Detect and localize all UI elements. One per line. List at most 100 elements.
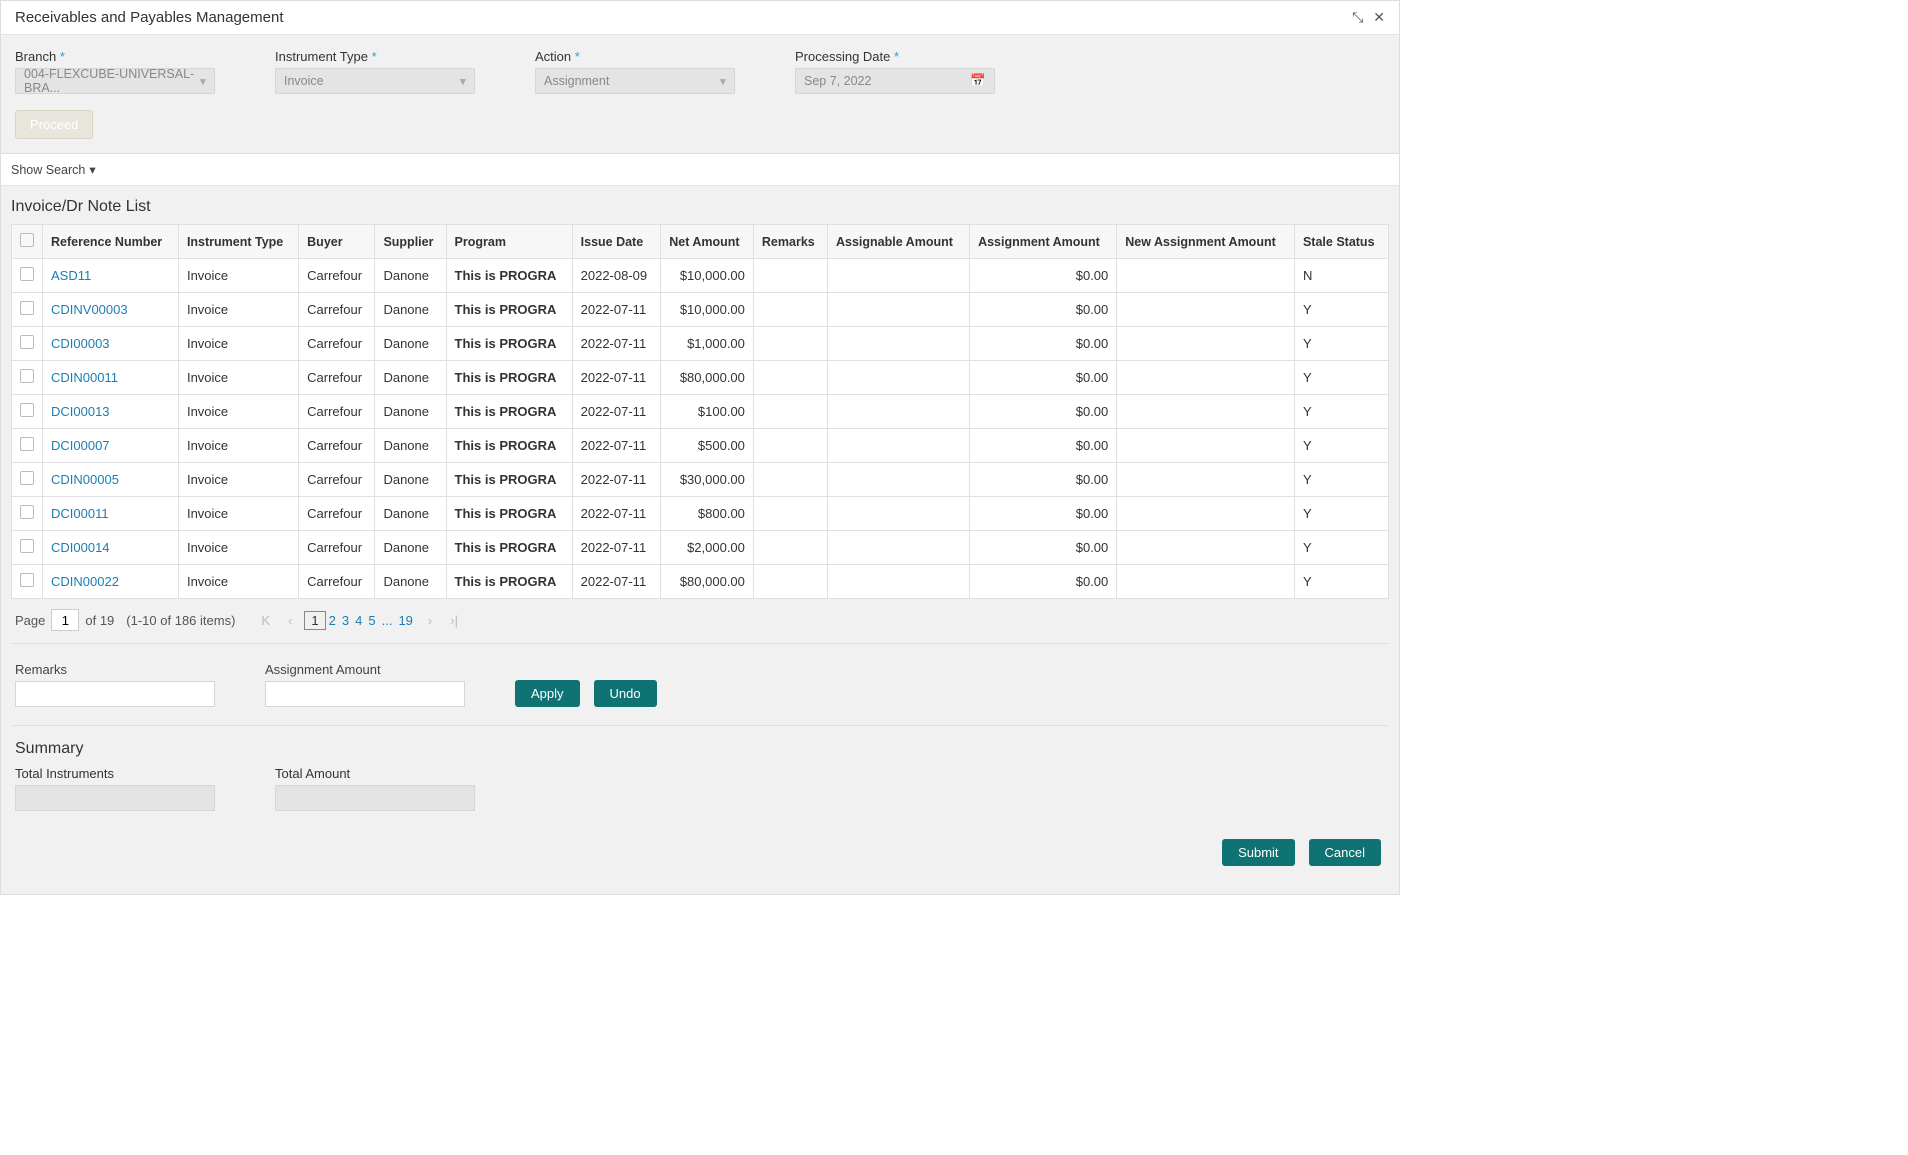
- cell-remarks: [753, 327, 827, 361]
- cell-assignable: [827, 497, 969, 531]
- reference-link[interactable]: CDIN00005: [51, 472, 119, 487]
- instrument-type-select[interactable]: Invoice ▾: [275, 68, 475, 94]
- cell-new-assign: [1117, 497, 1295, 531]
- close-icon[interactable]: ✕: [1373, 9, 1385, 26]
- row-checkbox[interactable]: [20, 573, 34, 587]
- pager-page-link[interactable]: 2: [326, 613, 339, 628]
- collapse-icon[interactable]: ⤡: [1352, 9, 1363, 26]
- cell-net: $30,000.00: [661, 463, 754, 497]
- pager-prev-icon[interactable]: ‹: [282, 613, 298, 628]
- pager-page-link: ...: [379, 613, 396, 628]
- branch-select[interactable]: 004-FLEXCUBE-UNIVERSAL-BRA... ▾: [15, 68, 215, 94]
- table-row: DCI00007InvoiceCarrefourDanoneThis is PR…: [12, 429, 1389, 463]
- reference-link[interactable]: CDIN00022: [51, 574, 119, 589]
- cell-new-assign: [1117, 293, 1295, 327]
- pager-page-link[interactable]: 5: [365, 613, 378, 628]
- bulk-assign-input[interactable]: [265, 681, 465, 707]
- row-checkbox[interactable]: [20, 471, 34, 485]
- bulk-assign-field: Assignment Amount: [265, 662, 465, 707]
- pager-page-link[interactable]: 4: [352, 613, 365, 628]
- summary-panel: Summary Total Instruments Total Amount: [11, 726, 1389, 821]
- cell-net: $500.00: [661, 429, 754, 463]
- cell-buyer: Carrefour: [299, 531, 375, 565]
- row-checkbox[interactable]: [20, 539, 34, 553]
- pager-page-link[interactable]: 1: [304, 611, 325, 630]
- col-assignable: Assignable Amount: [827, 225, 969, 259]
- calendar-icon: 📅: [970, 74, 986, 89]
- show-search-toggle[interactable]: Show Search ▾: [1, 154, 1399, 186]
- chevron-down-icon: ▾: [89, 162, 95, 177]
- cell-buyer: Carrefour: [299, 429, 375, 463]
- processing-date-input[interactable]: Sep 7, 2022 📅: [795, 68, 995, 94]
- reference-link[interactable]: DCI00007: [51, 438, 110, 453]
- reference-link[interactable]: CDI00014: [51, 540, 110, 555]
- apply-button[interactable]: Apply: [515, 680, 580, 707]
- cell-stale: Y: [1294, 361, 1388, 395]
- action-value: Assignment: [544, 74, 609, 88]
- pager-last-icon[interactable]: ›|: [444, 613, 464, 628]
- modal-header: Receivables and Payables Management ⤡ ✕: [1, 1, 1399, 35]
- select-all-checkbox[interactable]: [20, 233, 34, 247]
- pager-page-link[interactable]: 19: [395, 613, 415, 628]
- cell-assign-amt: $0.00: [970, 361, 1117, 395]
- cell-new-assign: [1117, 565, 1295, 599]
- table-row: CDIN00022InvoiceCarrefourDanoneThis is P…: [12, 565, 1389, 599]
- cell-assign-amt: $0.00: [970, 293, 1117, 327]
- row-checkbox[interactable]: [20, 505, 34, 519]
- cell-assignable: [827, 327, 969, 361]
- processing-date-label: Processing Date *: [795, 49, 995, 64]
- cell-supplier: Danone: [375, 327, 446, 361]
- col-supplier: Supplier: [375, 225, 446, 259]
- reference-link[interactable]: DCI00013: [51, 404, 110, 419]
- cell-remarks: [753, 565, 827, 599]
- cell-supplier: Danone: [375, 463, 446, 497]
- cell-assign-amt: $0.00: [970, 327, 1117, 361]
- bulk-remarks-input[interactable]: [15, 681, 215, 707]
- col-stale: Stale Status: [1294, 225, 1388, 259]
- bulk-remarks-field: Remarks: [15, 662, 215, 707]
- content-area: Invoice/Dr Note List Reference Number In…: [1, 186, 1399, 894]
- submit-button[interactable]: Submit: [1222, 839, 1294, 866]
- cell-net: $2,000.00: [661, 531, 754, 565]
- reference-link[interactable]: DCI00011: [51, 506, 109, 521]
- undo-button[interactable]: Undo: [594, 680, 657, 707]
- required-asterisk: *: [894, 49, 899, 64]
- col-type: Instrument Type: [178, 225, 298, 259]
- cell-net: $1,000.00: [661, 327, 754, 361]
- proceed-button[interactable]: Proceed: [15, 110, 93, 139]
- cell-new-assign: [1117, 327, 1295, 361]
- row-checkbox[interactable]: [20, 301, 34, 315]
- action-select[interactable]: Assignment ▾: [535, 68, 735, 94]
- bulk-apply-panel: Remarks Assignment Amount Apply Undo: [11, 643, 1389, 726]
- page-label: Page: [15, 613, 45, 628]
- cell-new-assign: [1117, 463, 1295, 497]
- reference-link[interactable]: CDINV00003: [51, 302, 128, 317]
- row-checkbox[interactable]: [20, 369, 34, 383]
- cancel-button[interactable]: Cancel: [1309, 839, 1381, 866]
- cell-net: $80,000.00: [661, 565, 754, 599]
- page-title: Receivables and Payables Management: [15, 9, 284, 26]
- cell-issue: 2022-07-11: [572, 497, 661, 531]
- reference-link[interactable]: ASD11: [51, 268, 91, 283]
- reference-link[interactable]: CDI00003: [51, 336, 110, 351]
- row-checkbox[interactable]: [20, 335, 34, 349]
- cell-remarks: [753, 293, 827, 327]
- col-buyer: Buyer: [299, 225, 375, 259]
- cell-assign-amt: $0.00: [970, 395, 1117, 429]
- pager-first-icon[interactable]: K: [255, 613, 276, 628]
- cell-net: $800.00: [661, 497, 754, 531]
- row-checkbox[interactable]: [20, 267, 34, 281]
- cell-assign-amt: $0.00: [970, 565, 1117, 599]
- pager-page-link[interactable]: 3: [339, 613, 352, 628]
- cell-net: $10,000.00: [661, 259, 754, 293]
- reference-link[interactable]: CDIN00011: [51, 370, 118, 385]
- cell-assignable: [827, 429, 969, 463]
- required-asterisk: *: [60, 49, 65, 64]
- cell-stale: Y: [1294, 463, 1388, 497]
- footer-actions: Submit Cancel: [11, 821, 1389, 884]
- pager-next-icon[interactable]: ›: [422, 613, 438, 628]
- col-check-header: [12, 225, 43, 259]
- row-checkbox[interactable]: [20, 403, 34, 417]
- page-input[interactable]: [51, 609, 79, 631]
- row-checkbox[interactable]: [20, 437, 34, 451]
